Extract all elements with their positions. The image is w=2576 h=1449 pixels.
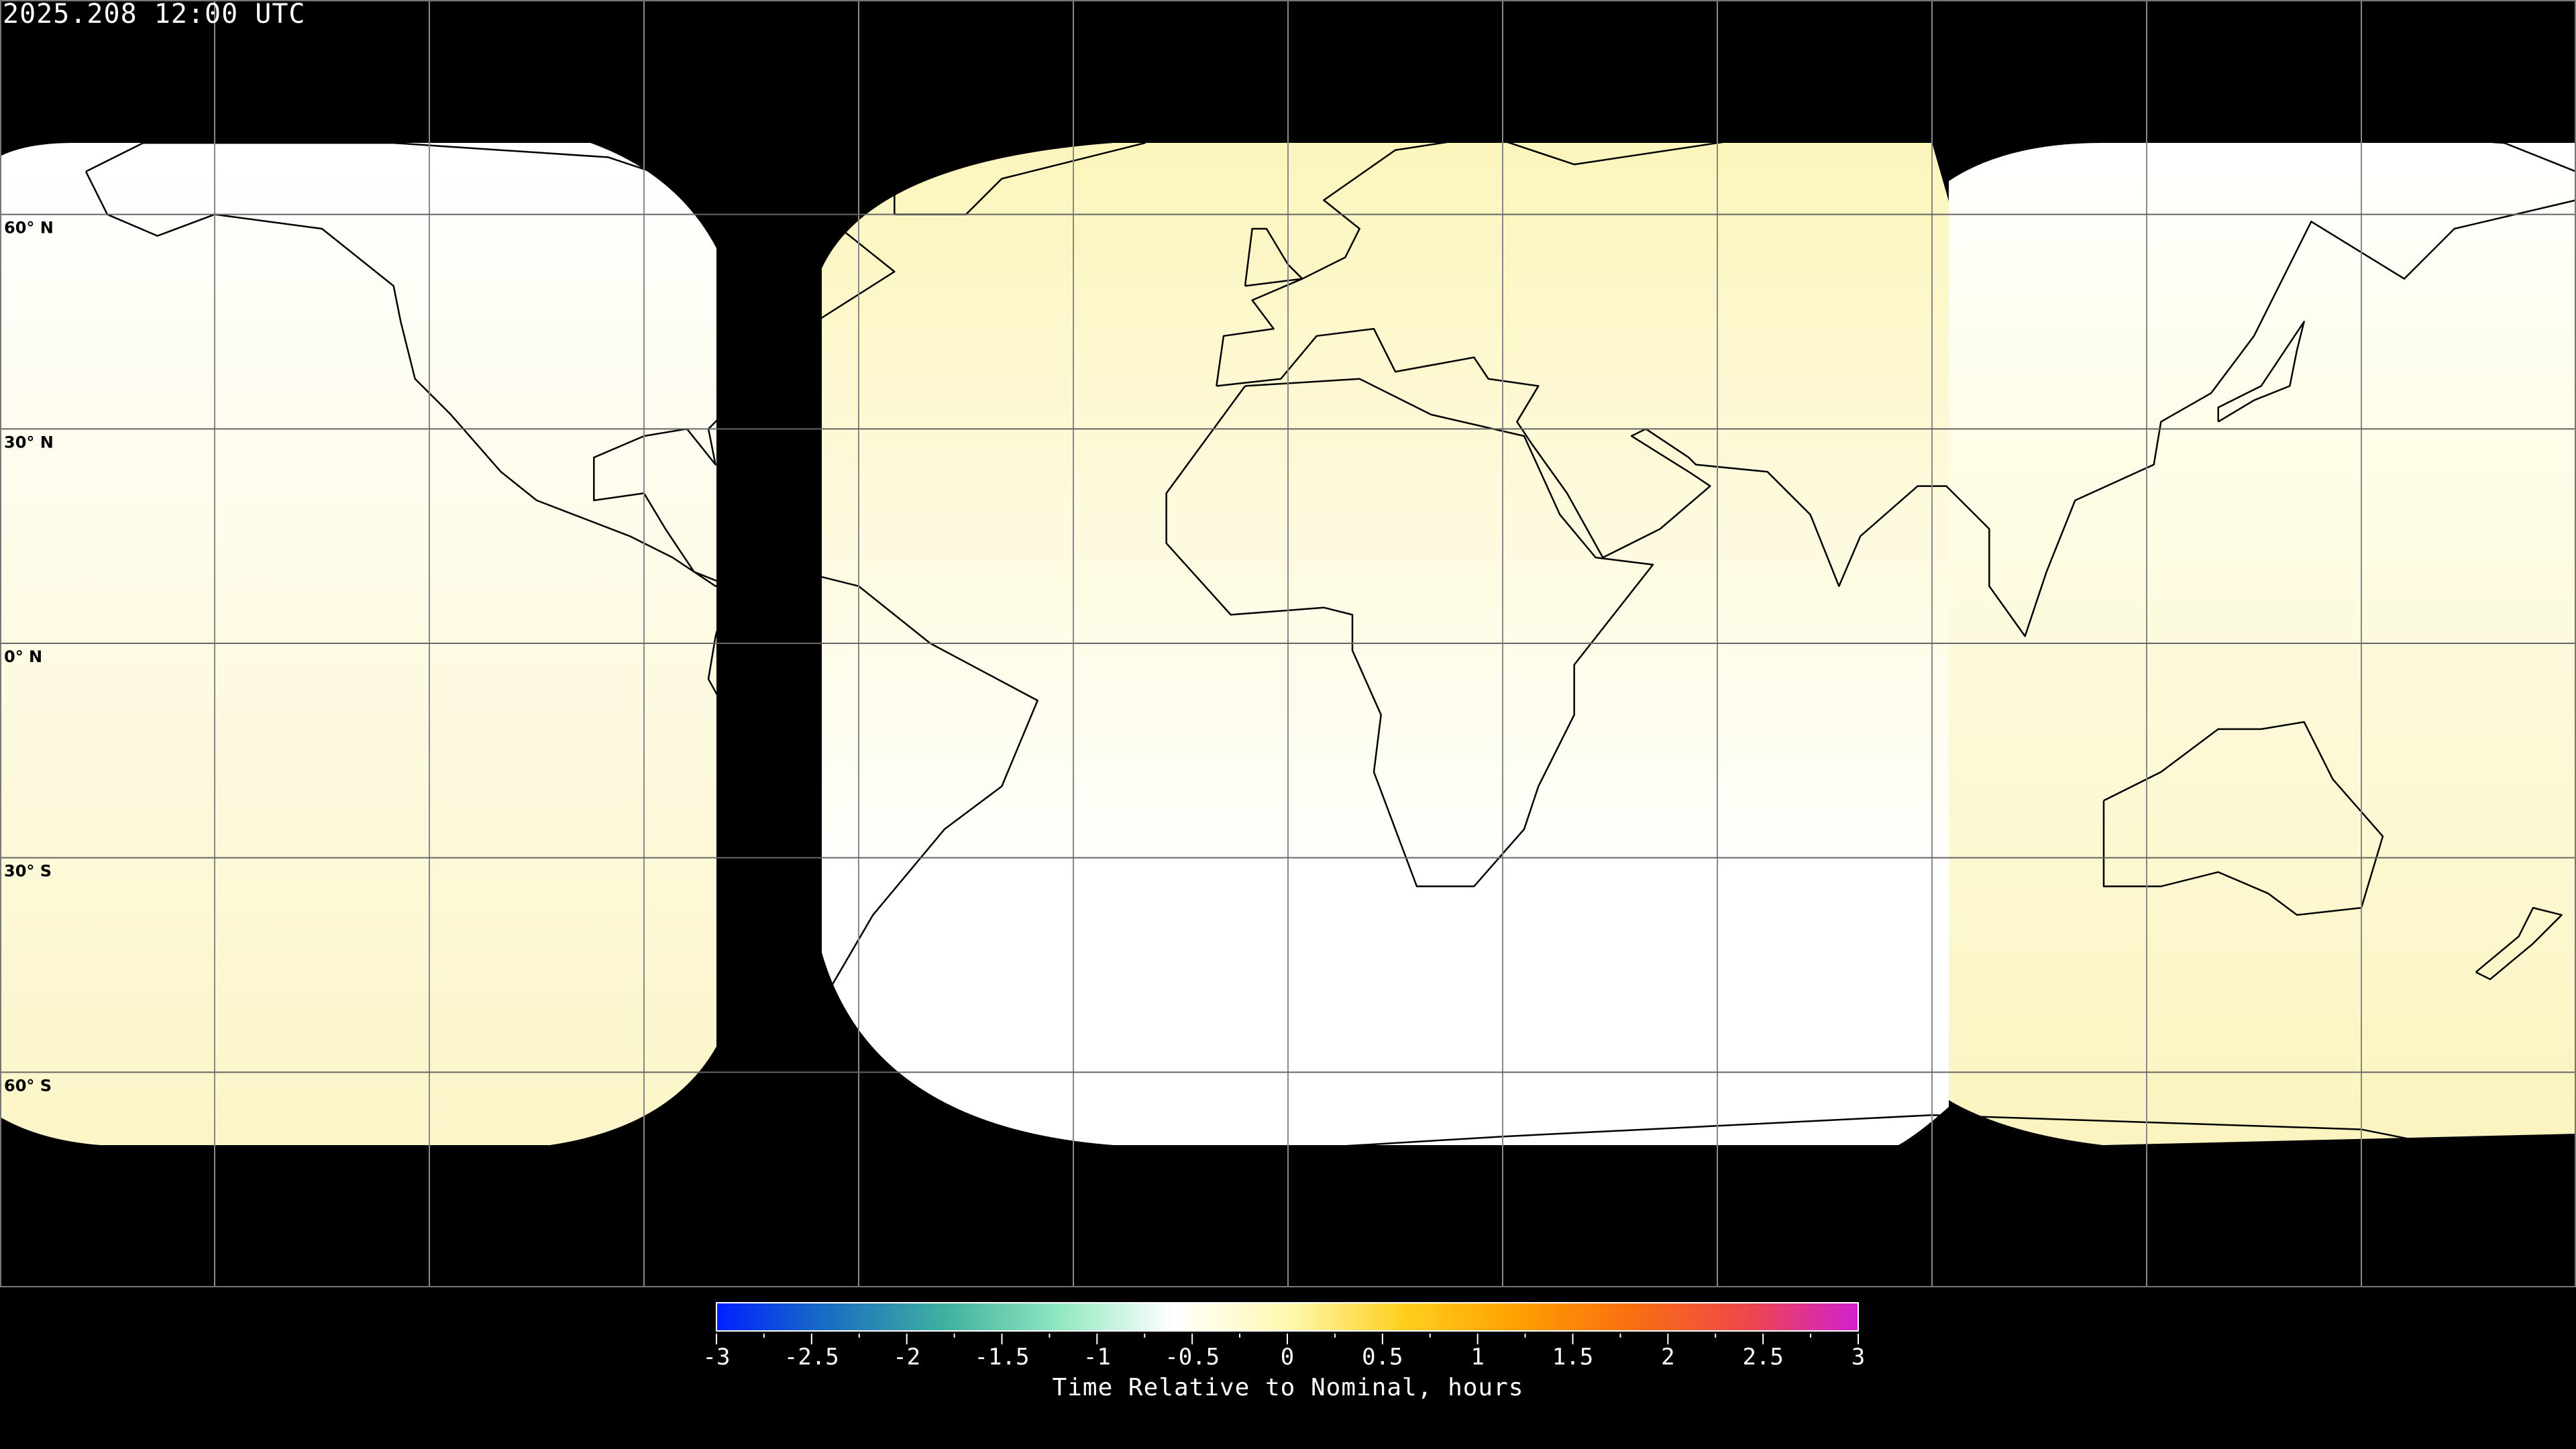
colorbar-tick-label: -3	[703, 1344, 731, 1371]
lat-label: 60° S	[4, 1076, 52, 1095]
coastline	[2217, 321, 2305, 423]
coastline	[1216, 199, 2576, 637]
timestamp-title: 2025.208 12:00 UTC	[3, 0, 306, 30]
colorbar	[716, 1302, 1859, 1332]
colorbar-tick-label: 2	[1661, 1344, 1674, 1371]
latitude-labels: 60° N 30° N 0° N 30° S 60° S	[4, 219, 54, 1095]
coastline	[2475, 907, 2563, 981]
colorbar-label: Time Relative to Nominal, hours	[1052, 1374, 1524, 1401]
colorbar-ticks: -3 -2.5 -2 -1.5 -1 -0.5 0 0.5 1 1.5 2 2.5 3	[703, 1334, 1865, 1371]
colorbar-tick-label: -2	[893, 1344, 920, 1371]
coastline	[2102, 720, 2384, 916]
colorbar-tick-label: -0.5	[1165, 1344, 1220, 1371]
map-frame	[0, 0, 2576, 1287]
lat-label: 60° N	[4, 219, 54, 237]
colorbar-tick-label: -1.5	[975, 1344, 1030, 1371]
coastline	[786, 49, 1146, 215]
colorbar-tick-label: 1.5	[1552, 1344, 1593, 1371]
colorbar-tick-label: 1	[1470, 1344, 1484, 1371]
coastline	[1244, 227, 1303, 287]
colorbar-tick-label: 2.5	[1742, 1344, 1783, 1371]
lat-label: 30° N	[4, 433, 54, 451]
colorbar-tick-label: 3	[1851, 1344, 1865, 1371]
graticule	[0, 0, 2576, 1287]
colorbar-tick-label: 0	[1281, 1344, 1294, 1371]
colorbar-tick-label: -1	[1083, 1344, 1111, 1371]
lat-label: 0° N	[4, 647, 42, 666]
colorbar-tick-label: -2.5	[784, 1344, 839, 1371]
lat-label: 30° S	[4, 862, 52, 881]
colorbar-tick-label: 0.5	[1362, 1344, 1403, 1371]
